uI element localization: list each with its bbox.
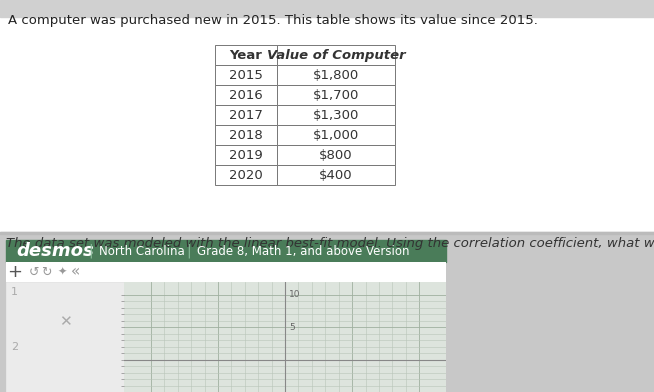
Text: $1,300: $1,300 — [313, 109, 359, 122]
Bar — [215, 65, 277, 85]
Bar — [0, 232, 654, 392]
Bar — [215, 145, 277, 165]
Text: The data set was modeled with the linear best-fit model. Using the correlation c: The data set was modeled with the linear… — [6, 237, 654, 250]
Bar — [6, 262, 446, 282]
Text: 2020: 2020 — [229, 169, 263, 181]
Text: $1,700: $1,700 — [313, 89, 359, 102]
Bar — [215, 125, 277, 145]
Text: Year: Year — [230, 49, 262, 62]
Text: A computer was purchased new in 2015. This table shows its value since 2015.: A computer was purchased new in 2015. Th… — [8, 14, 538, 27]
Bar — [277, 105, 395, 125]
Text: desmos: desmos — [16, 242, 94, 260]
Text: $800: $800 — [319, 149, 353, 162]
Bar — [215, 105, 277, 125]
Bar — [215, 165, 277, 185]
Text: Value of Computer: Value of Computer — [267, 49, 405, 62]
Bar — [215, 85, 277, 105]
Text: ƒ: ƒ — [430, 287, 436, 301]
Text: |: | — [186, 244, 192, 258]
Text: $1,800: $1,800 — [313, 69, 359, 82]
Bar — [277, 125, 395, 145]
Text: 5: 5 — [289, 323, 295, 332]
Text: |: | — [89, 244, 94, 258]
Bar — [277, 165, 395, 185]
Bar — [6, 282, 124, 392]
Text: 2017: 2017 — [229, 109, 263, 122]
Text: $400: $400 — [319, 169, 353, 181]
Text: 1: 1 — [11, 287, 18, 297]
Text: ✦: ✦ — [58, 267, 67, 277]
Text: 2016: 2016 — [229, 89, 263, 102]
Text: North Carolina: North Carolina — [99, 245, 184, 258]
Text: ↻: ↻ — [41, 265, 51, 278]
Bar — [277, 145, 395, 165]
Text: ✕: ✕ — [59, 314, 71, 330]
Text: +: + — [7, 263, 22, 281]
Bar — [215, 45, 277, 65]
FancyBboxPatch shape — [423, 284, 443, 304]
Bar — [0, 0, 654, 232]
Text: Grade 8, Math 1, and above Version: Grade 8, Math 1, and above Version — [197, 245, 409, 258]
Text: «: « — [71, 265, 80, 279]
Bar — [0, 0, 654, 17]
Text: ↺: ↺ — [29, 265, 39, 278]
Text: 10: 10 — [289, 290, 301, 299]
Bar — [0, 232, 654, 234]
Text: 2015: 2015 — [229, 69, 263, 82]
Text: $1,000: $1,000 — [313, 129, 359, 142]
Bar — [277, 45, 395, 65]
Bar — [277, 65, 395, 85]
Text: 2: 2 — [11, 342, 18, 352]
Text: 2018: 2018 — [229, 129, 263, 142]
Bar — [6, 240, 446, 262]
Text: 2019: 2019 — [229, 149, 263, 162]
Bar — [277, 85, 395, 105]
